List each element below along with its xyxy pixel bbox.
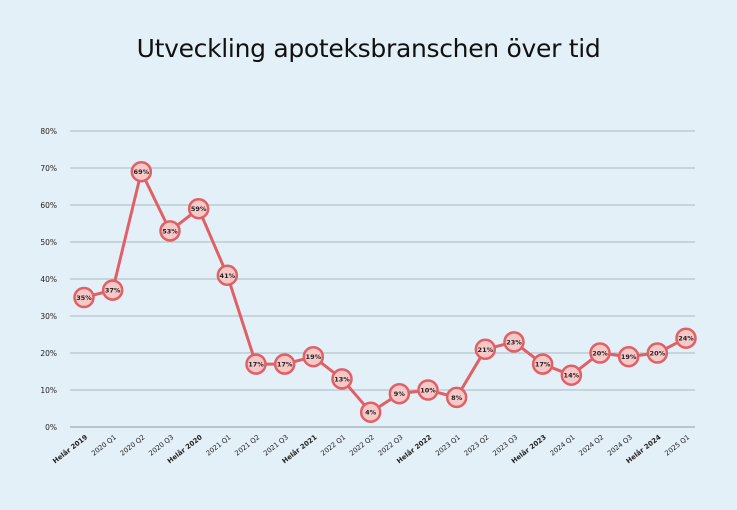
data-label: 17% — [248, 361, 264, 369]
data-point — [359, 401, 382, 423]
x-tick-label: 2021 Q2 — [233, 433, 261, 457]
data-point — [675, 327, 697, 349]
data-label: 13% — [334, 375, 350, 383]
data-point — [216, 264, 239, 287]
data-point — [531, 353, 554, 375]
data-label: 35% — [76, 294, 92, 302]
data-label: 8% — [451, 394, 463, 402]
data-point — [474, 338, 497, 361]
data-label: 20% — [592, 350, 608, 358]
data-point — [503, 331, 525, 353]
data-label: 53% — [162, 227, 178, 235]
data-point — [646, 342, 669, 364]
x-tick-label: 2023 Q2 — [463, 433, 491, 457]
data-point — [245, 353, 267, 375]
y-tick-label: 10% — [40, 386, 57, 395]
x-tick-label: 2024 Q2 — [577, 433, 605, 457]
grid-lines — [70, 130, 695, 428]
y-tick-label: 0% — [45, 423, 57, 432]
data-point — [302, 345, 325, 368]
x-tick-label: 2025 Q1 — [663, 433, 691, 457]
data-label: 17% — [277, 361, 293, 369]
y-axis: 0% 10% 20% 30% 40% 50% 60% 70% 80% — [40, 127, 57, 432]
data-label: 24% — [678, 335, 694, 343]
y-tick-label: 50% — [40, 238, 57, 247]
data-point — [617, 345, 640, 368]
data-point — [417, 379, 439, 401]
data-label: 21% — [478, 346, 494, 354]
data-label: 37% — [105, 287, 121, 295]
data-point — [445, 386, 468, 409]
x-tick-label: 2024 Q1 — [549, 433, 577, 457]
x-tick-label: 2022 Q1 — [319, 433, 347, 457]
data-point — [273, 353, 296, 375]
data-point — [187, 197, 210, 220]
data-label: 69% — [134, 168, 150, 176]
data-label: 10% — [420, 387, 436, 395]
y-tick-label: 60% — [40, 201, 57, 210]
data-label: 59% — [191, 205, 207, 213]
chart-title: Utveckling apoteksbranschen över tid — [136, 34, 601, 63]
y-tick-label: 70% — [40, 164, 57, 173]
data-point — [159, 220, 181, 242]
x-tick-label: 2023 Q1 — [434, 433, 462, 457]
data-label: 14% — [564, 372, 580, 380]
data-label: 41% — [220, 272, 236, 280]
x-tick-label: 2022 Q2 — [348, 433, 376, 457]
data-point — [589, 342, 611, 364]
data-point — [130, 160, 153, 183]
data-point — [101, 279, 124, 301]
series-polyline — [83, 170, 687, 414]
y-tick-label: 30% — [40, 312, 57, 321]
data-label: 4% — [365, 409, 377, 417]
y-tick-label: 40% — [40, 275, 57, 284]
x-tick-label: 2021 Q1 — [205, 433, 233, 457]
data-label: 9% — [394, 390, 406, 398]
y-tick-label: 80% — [40, 127, 57, 136]
x-tick-label: Helår 2019 — [51, 432, 90, 465]
data-label: 23% — [506, 338, 522, 346]
y-tick-label: 20% — [40, 349, 57, 358]
data-label: 17% — [535, 361, 551, 369]
data-point — [331, 368, 353, 390]
x-tick-label: 2020 Q1 — [90, 433, 118, 457]
data-point — [73, 286, 95, 309]
data-point — [388, 382, 411, 405]
data-points: 35% 37% 69% 53% 59% 41% 17% 17% 19% 13% 4% 9% 10% 8% 2… — [73, 160, 697, 423]
data-label: 20% — [650, 350, 666, 358]
data-label: 19% — [306, 353, 322, 361]
data-label: 19% — [621, 353, 637, 361]
series-line — [83, 170, 687, 414]
x-tick-label: 2020 Q2 — [119, 433, 147, 457]
data-point — [560, 364, 583, 386]
